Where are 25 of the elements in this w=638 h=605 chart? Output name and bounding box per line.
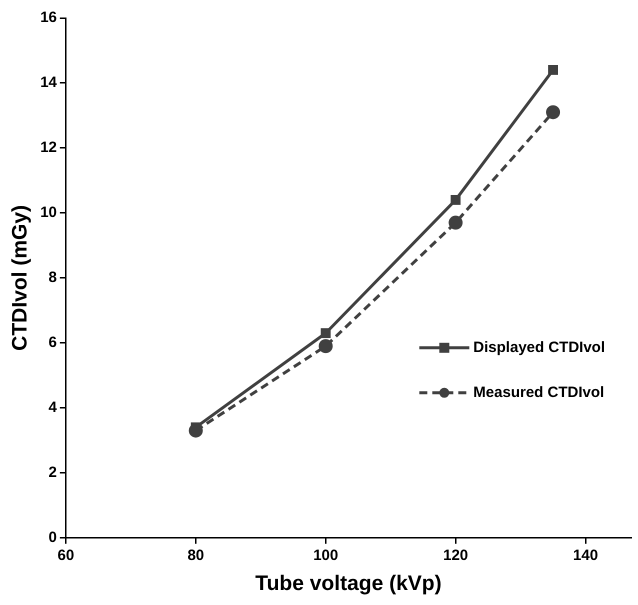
x-tick-label: 120 <box>443 546 468 564</box>
x-tick-label: 100 <box>313 546 338 564</box>
point <box>320 328 331 338</box>
legend-label: Measured CTDIvol <box>473 384 604 401</box>
x-tick-label: 140 <box>573 546 598 564</box>
y-tick-label: 12 <box>40 139 57 156</box>
y-tick-label: 14 <box>40 74 58 92</box>
point <box>318 339 333 354</box>
y-tick-label: 4 <box>48 398 58 416</box>
point <box>546 105 560 120</box>
y-tick-label: 8 <box>48 269 57 286</box>
y-tick-label: 6 <box>48 334 57 352</box>
y-tick-label: 0 <box>48 528 57 546</box>
y-tick-label: 16 <box>40 9 57 26</box>
y-tick-label: 2 <box>48 464 57 481</box>
point <box>188 424 203 438</box>
y-axis-title: CTDIvol (mGy) <box>8 204 32 351</box>
point <box>450 194 461 205</box>
point <box>548 65 558 75</box>
y-tick-label: 10 <box>40 204 57 222</box>
point <box>448 216 463 230</box>
x-axis-title: Tube voltage (kVp) <box>255 572 442 596</box>
x-tick-label: 60 <box>58 546 74 564</box>
x-tick-label: 80 <box>187 546 204 564</box>
legend-label: Displayed CTDIvol <box>473 338 606 356</box>
